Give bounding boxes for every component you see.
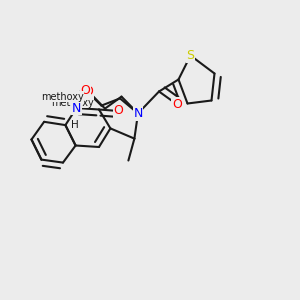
Text: O: O	[172, 98, 182, 111]
Text: S: S	[187, 49, 194, 62]
Text: N: N	[72, 101, 81, 115]
Text: O: O	[114, 104, 123, 118]
Text: O: O	[81, 83, 90, 97]
Text: N: N	[133, 107, 143, 120]
Text: methoxy: methoxy	[41, 92, 84, 102]
Text: methoxy: methoxy	[51, 98, 93, 108]
Text: H: H	[71, 119, 79, 130]
Text: O: O	[84, 85, 93, 98]
